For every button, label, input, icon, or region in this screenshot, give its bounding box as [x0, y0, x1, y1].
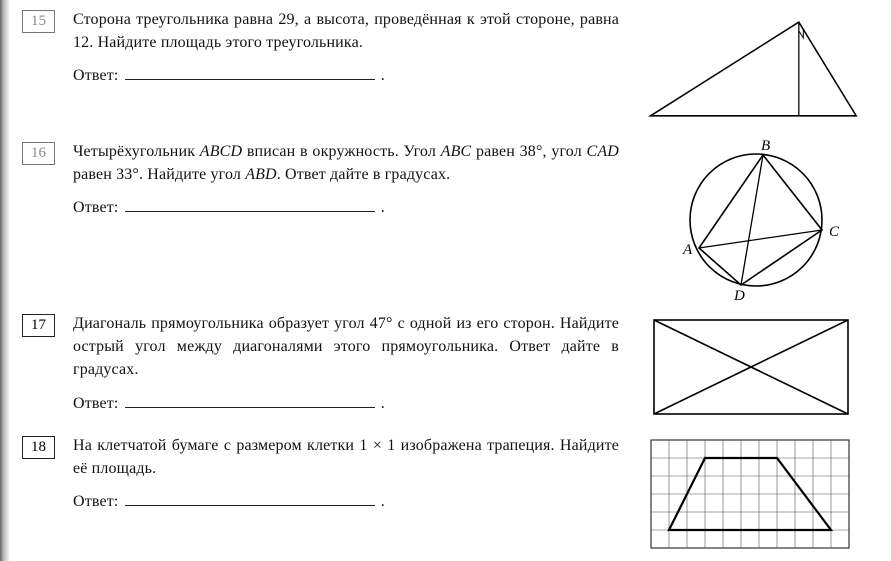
answer-label: Ответ:	[73, 395, 118, 412]
problem-text: Диагональ прямоугольника образует угол 4…	[73, 312, 619, 415]
svg-text:C: C	[829, 224, 840, 240]
problem-number-box: 16	[22, 142, 55, 165]
problem-number-box: 15	[22, 10, 55, 33]
answer-line: Ответ: .	[73, 196, 619, 219]
problem-text: Четырёхугольник ABCD вписан в окружность…	[73, 140, 619, 220]
problem-text: На клетчатой бумаге с размером клетки 1 …	[73, 434, 619, 514]
figure-cyclic_quad: A B C D	[641, 140, 861, 300]
problem-16: 16 Четырёхугольник ABCD вписан в окружнос…	[8, 140, 861, 300]
svg-text:B: B	[761, 140, 770, 154]
problem-prompt: Четырёхугольник ABCD вписан в окружность…	[73, 140, 619, 186]
problem-content: Диагональ прямоугольника образует угол 4…	[73, 312, 861, 422]
answer-label: Ответ:	[73, 67, 118, 84]
problem-number-box: 17	[22, 314, 55, 337]
figure-triangle_altitude	[641, 8, 861, 128]
problem-content: На клетчатой бумаге с размером клетки 1 …	[73, 434, 861, 554]
problem-prompt: На клетчатой бумаге с размером клетки 1 …	[73, 434, 619, 480]
problem-content: Сторона треугольника равна 29, а высота,…	[73, 8, 861, 128]
svg-text:A: A	[682, 242, 693, 258]
problem-15: 15 Сторона треугольника равна 29, а высот…	[8, 8, 861, 128]
scan-shadow	[0, 0, 10, 561]
figure-grid_trapezoid	[641, 434, 861, 554]
problem-prompt: Диагональ прямоугольника образует угол 4…	[73, 312, 619, 382]
problem-text: Сторона треугольника равна 29, а высота,…	[73, 8, 619, 88]
answer-line: Ответ: .	[73, 392, 619, 415]
answer-blank[interactable]	[125, 492, 375, 506]
figure-rect_diagonals	[641, 312, 861, 422]
answer-label: Ответ:	[73, 493, 118, 510]
problem-prompt: Сторона треугольника равна 29, а высота,…	[73, 8, 619, 54]
problem-18: 18 На клетчатой бумаге с размером клетки …	[8, 434, 861, 554]
answer-label: Ответ:	[73, 199, 118, 216]
answer-blank[interactable]	[125, 198, 375, 212]
svg-text:D: D	[733, 288, 745, 300]
answer-blank[interactable]	[125, 394, 375, 408]
worksheet-page: 15 Сторона треугольника равна 29, а высот…	[0, 0, 891, 561]
problem-number-box: 18	[22, 436, 55, 459]
problem-content: Четырёхугольник ABCD вписан в окружность…	[73, 140, 861, 300]
answer-blank[interactable]	[125, 66, 375, 80]
answer-line: Ответ: .	[73, 490, 619, 513]
answer-line: Ответ: .	[73, 64, 619, 87]
problems-list: 15 Сторона треугольника равна 29, а высот…	[8, 8, 861, 554]
problem-17: 17 Диагональ прямоугольника образует угол…	[8, 312, 861, 422]
